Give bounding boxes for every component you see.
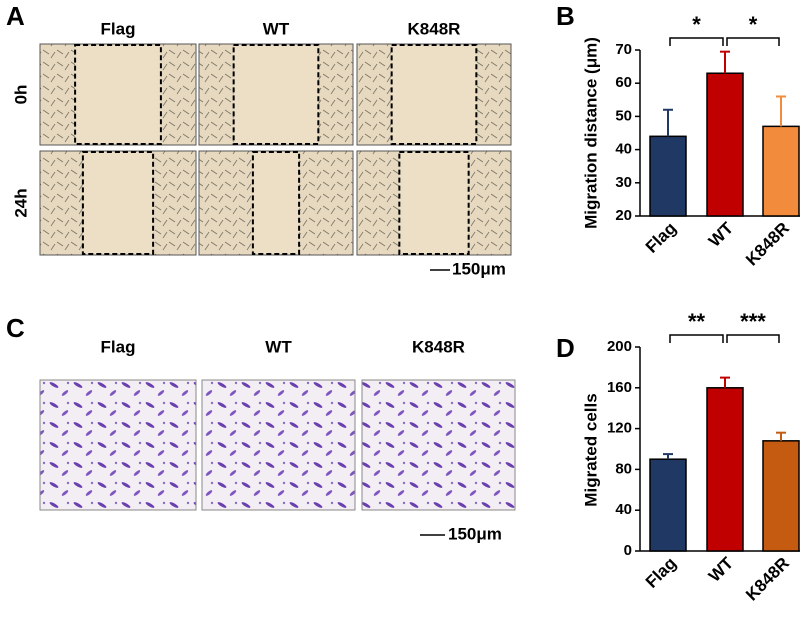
y-tick-label: 0 [624,542,632,559]
panel-label: D [556,333,575,363]
y-axis-label: Migration distance (μm) [581,37,600,229]
column-label: K848R [408,19,461,38]
wound-gap [74,44,162,145]
micrograph [201,379,356,511]
micrograph [39,379,197,511]
y-tick-label: 50 [615,107,632,124]
wound-gap [398,151,470,255]
y-tick-label: 30 [615,174,632,191]
significance-bracket [669,37,724,46]
micrograph [361,379,516,511]
bar [706,72,744,217]
column-label: WT [263,19,290,38]
wound-gap [390,44,478,145]
bar [649,135,687,217]
panel-label: B [556,1,575,31]
scale-bar-label: 150μm [452,259,506,278]
bar [762,125,800,217]
y-tick-label: 40 [615,501,632,518]
y-tick-label: 20 [615,207,632,224]
bar [706,387,744,552]
y-tick-label: 80 [615,460,632,477]
row-label: 24h [11,188,30,217]
x-tick-label: WT [705,218,738,251]
x-tick-label: Flag [642,219,680,257]
x-tick-label: K848R [742,554,793,605]
y-tick-label: 120 [607,420,632,437]
y-tick-label: 160 [607,379,632,396]
bar [649,458,687,552]
column-label: Flag [101,337,136,356]
column-label: WT [265,337,292,356]
significance-label: * [692,12,701,37]
y-tick-label: 60 [615,74,632,91]
row-label: 0h [11,85,30,105]
significance-label: ** [688,309,706,334]
panel-label: A [6,1,25,31]
significance-bracket [726,37,780,46]
scale-bar-label: 150μm [448,524,502,543]
x-tick-label: WT [705,553,738,586]
column-label: K848R [412,337,465,356]
bar [762,440,800,552]
y-tick-label: 70 [615,41,632,58]
x-tick-label: Flag [642,554,680,592]
significance-bracket [669,334,724,343]
wound-gap [81,151,155,255]
panel-label: C [6,313,25,343]
significance-label: * [749,12,758,37]
column-label: Flag [101,19,136,38]
significance-label: *** [740,309,766,334]
significance-bracket [726,334,780,343]
wound-gap [232,44,320,145]
y-tick-label: 200 [607,338,632,355]
y-tick-label: 40 [615,141,632,158]
x-tick-label: K848R [742,219,793,270]
y-axis-label: Migrated cells [581,393,600,506]
wound-gap [251,151,301,255]
